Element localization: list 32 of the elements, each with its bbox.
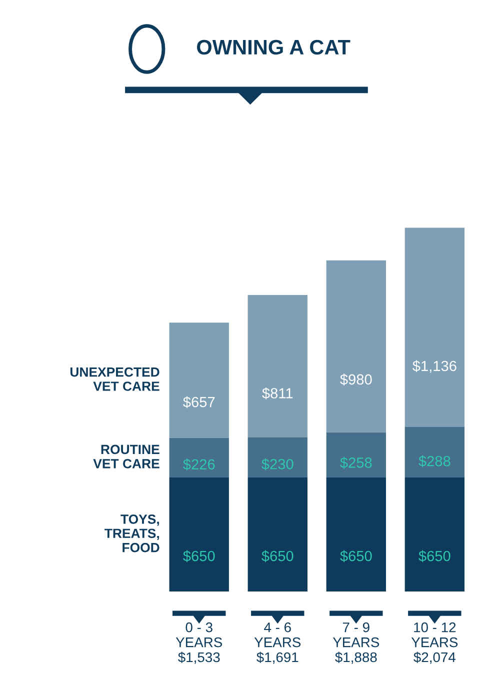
x-tick-label: 0 - 3 YEARS $1,533 xyxy=(176,622,222,664)
data-label: $650 xyxy=(262,550,294,562)
data-label: $650 xyxy=(183,550,215,562)
data-label: $811 xyxy=(262,387,293,400)
data-label: $258 xyxy=(340,456,372,469)
bar xyxy=(169,438,229,478)
bar xyxy=(404,228,464,427)
bar xyxy=(248,437,308,478)
x-tick-label: 4 - 6 YEARS $1,691 xyxy=(254,622,301,664)
x-tick-label: 7 - 9 YEARS $1,888 xyxy=(332,622,380,664)
bar xyxy=(169,478,229,592)
data-label: $650 xyxy=(340,550,372,562)
data-label: $226 xyxy=(183,458,215,470)
data-label: $980 xyxy=(340,374,372,386)
bar xyxy=(248,478,308,592)
series-label: UNEXPECTED VET CARE xyxy=(70,367,160,391)
data-label: $650 xyxy=(418,550,450,562)
bar xyxy=(326,478,386,592)
data-label: $1,136 xyxy=(412,360,456,373)
bar xyxy=(404,478,464,592)
data-label: $230 xyxy=(262,458,294,470)
bar xyxy=(248,294,308,438)
series-label: ROUTINE VET CARE xyxy=(93,444,160,468)
series-label: TOYS, TREATS, FOOD xyxy=(104,514,160,552)
bar xyxy=(404,427,464,478)
bar xyxy=(326,260,386,432)
x-tick-label: 10 - 12 YEARS $2,074 xyxy=(411,622,458,664)
bar xyxy=(326,432,386,478)
data-label: $288 xyxy=(418,455,450,468)
chart-title: OWNING A CAT xyxy=(197,40,350,55)
data-label: $657 xyxy=(183,396,215,408)
bar xyxy=(169,322,229,438)
